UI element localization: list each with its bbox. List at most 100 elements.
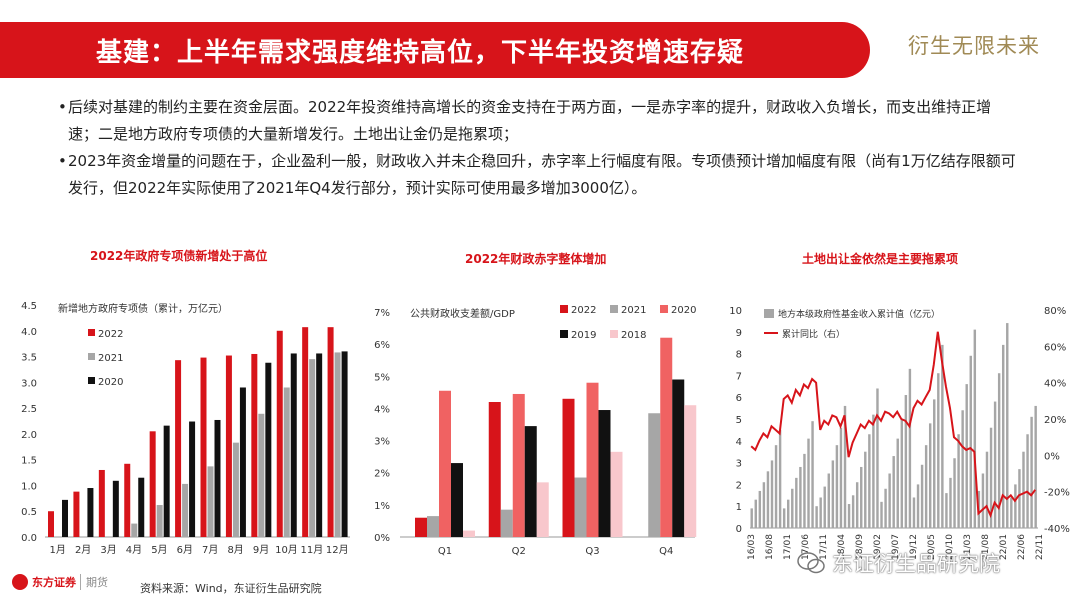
bar-2022 (251, 353, 258, 537)
x-tick-label: 17/06 (801, 534, 811, 560)
x-tick-label: 2月 (75, 544, 91, 556)
y-tick-label: 3% (374, 437, 390, 448)
legend-label: 2020 (671, 305, 696, 316)
bar-2022 (488, 402, 501, 537)
x-tick-label: 10月 (275, 544, 298, 556)
bar-land-income (799, 466, 802, 528)
y-right-tick-label: -20% (1044, 488, 1070, 499)
wechat-icon (797, 552, 825, 574)
x-tick-label: 11月 (301, 544, 324, 556)
bar-2020 (316, 353, 323, 537)
bar-2018 (463, 530, 475, 537)
legend-swatch (560, 305, 568, 313)
x-tick-label: 3月 (100, 544, 116, 556)
y-left-tick-label: 10 (729, 306, 742, 317)
bar-2020 (189, 421, 196, 537)
y-tick-label: 5% (374, 372, 390, 383)
x-tick-label: 8月 (227, 544, 243, 556)
chart-inner-title: 新增地方政府专项债（累计，万亿元） (58, 302, 228, 315)
bar-2020 (341, 351, 348, 537)
bar-2020 (512, 393, 525, 537)
x-tick-label: 20/10 (945, 534, 955, 560)
y-left-tick-label: 0 (736, 524, 742, 535)
bar-land-income (924, 445, 928, 528)
watermark-text: 东证衍生品研究院 (832, 552, 1000, 576)
bar-land-income (750, 508, 753, 528)
bar-2019 (451, 463, 463, 537)
legend-label: 2019 (571, 330, 596, 341)
bar-2020 (163, 425, 170, 537)
bar-land-income (758, 490, 762, 528)
chart-title-bonds: 2022年政府专项债新增处于高位 (90, 249, 268, 263)
legend-label-bar: 地方本级政府性基金收入累计值（亿元） (778, 308, 940, 320)
bar-land-income (770, 460, 774, 528)
bar-land-income (916, 484, 920, 528)
bar-land-income (973, 329, 977, 528)
bar-2020 (138, 477, 145, 537)
line-yoy (750, 331, 1037, 519)
y-tick-label: 2.0 (21, 430, 37, 441)
bar-land-income (896, 438, 899, 528)
bar-land-income (957, 434, 960, 528)
bar-2019 (672, 379, 685, 537)
legend-label: 2018 (621, 330, 646, 341)
y-tick-label: 2.5 (21, 404, 37, 415)
y-left-tick-label: 4 (736, 437, 742, 448)
bar-2022 (200, 357, 207, 537)
legend-label-line: 累计同比（右） (782, 328, 845, 340)
bar-2021 (156, 505, 163, 537)
y-right-tick-label: 20% (1044, 415, 1066, 426)
bar-land-income (754, 499, 757, 528)
bar-2021 (309, 359, 316, 537)
x-tick-label: 6月 (177, 544, 193, 556)
y-left-tick-label: 5 (736, 415, 742, 426)
x-tick-label: 22/11 (1035, 534, 1045, 560)
x-tick-label: 9月 (253, 544, 269, 556)
y-tick-label: 3.5 (21, 353, 37, 364)
x-tick-label: 22/06 (1017, 534, 1027, 560)
bar-land-income (876, 388, 879, 528)
legend-label: 2022 (98, 329, 123, 340)
bar-land-income (933, 399, 936, 528)
bar-land-income (904, 395, 908, 528)
bar-land-income (892, 456, 895, 528)
bar-land-income (868, 434, 871, 528)
bar-2020 (290, 353, 297, 537)
logo-sub: 期货 (80, 574, 108, 590)
legend-label: 2021 (98, 353, 123, 364)
source-note: 资料来源：Wind，东证衍生品研究院 (140, 582, 322, 595)
bar-land-income (953, 458, 956, 528)
title-banner: 基建：上半年需求强度维持高位，下半年投资增速存疑 (0, 22, 870, 78)
bar-land-income (884, 488, 887, 528)
legend-label: 2020 (98, 377, 123, 388)
legend-swatch (610, 305, 618, 313)
bar-land-income (847, 504, 851, 528)
x-tick-label: 4月 (126, 544, 142, 556)
bar-2020 (265, 362, 272, 537)
x-tick-label: 18/04 (837, 534, 847, 560)
bar-land-income (778, 429, 782, 528)
x-tick-label: Q1 (438, 546, 452, 557)
bar-2021 (207, 466, 214, 537)
bar-2021 (258, 413, 265, 537)
y-left-tick-label: 3 (736, 459, 742, 470)
y-tick-label: 1% (374, 501, 390, 512)
bar-land-income (1006, 323, 1009, 528)
x-tick-label: 18/09 (855, 534, 865, 560)
bar-2021 (131, 523, 138, 537)
y-left-tick-label: 1 (736, 502, 742, 513)
bar-land-income (762, 482, 766, 528)
legend-swatch (88, 329, 95, 336)
y-tick-label: 2% (374, 469, 390, 480)
y-left-tick-label: 8 (736, 350, 742, 361)
bar-land-income (1026, 434, 1029, 528)
bar-land-income (1034, 405, 1037, 528)
bar-land-income (774, 445, 778, 528)
bar-2020 (87, 488, 94, 537)
bar-2021 (232, 442, 239, 537)
bar-land-income (827, 473, 831, 528)
bar-2022 (149, 431, 156, 537)
x-tick-label: 1月 (50, 544, 66, 556)
bar-land-income (807, 438, 810, 528)
y-right-tick-label: 40% (1044, 379, 1066, 390)
